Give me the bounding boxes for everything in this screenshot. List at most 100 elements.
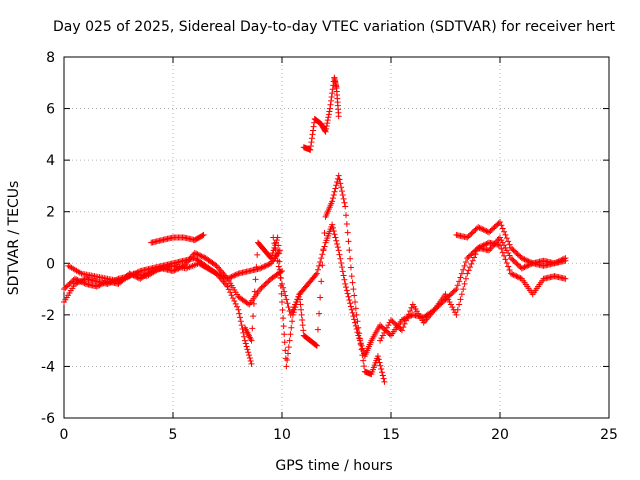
data-point (275, 242, 282, 249)
data-point (298, 306, 305, 313)
data-point (552, 259, 559, 266)
data-point (398, 317, 405, 324)
data-point (456, 301, 463, 308)
data-points (61, 74, 569, 385)
data-point (244, 300, 251, 307)
data-point (61, 286, 67, 293)
data-point (469, 249, 476, 256)
data-point (482, 227, 489, 234)
data-point (268, 252, 275, 259)
data-point (268, 255, 275, 262)
data-point (323, 125, 330, 132)
data-point (286, 337, 293, 344)
data-point (328, 93, 335, 100)
data-point (287, 311, 294, 318)
data-point (317, 258, 324, 265)
data-point (486, 229, 493, 236)
data-point (494, 221, 501, 228)
data-point (472, 226, 479, 233)
data-point (465, 267, 472, 274)
axis-ticks: 0 5 10 15 20 25 -6 -4 -2 0 2 4 6 8 (41, 50, 618, 443)
data-point (93, 283, 100, 290)
data-point (348, 273, 355, 280)
data-point (307, 146, 314, 153)
data-point (245, 349, 252, 356)
data-point (313, 270, 320, 277)
series-track-g (300, 74, 342, 153)
data-point (227, 289, 234, 296)
data-point (71, 280, 78, 287)
data-point (194, 251, 201, 258)
data-point (516, 262, 523, 269)
data-point (464, 234, 471, 241)
data-point (80, 279, 87, 286)
data-point (274, 257, 281, 264)
data-point (349, 279, 356, 286)
data-point (217, 272, 224, 279)
data-point (389, 318, 396, 325)
data-point (383, 324, 390, 331)
data-point (351, 316, 358, 323)
data-point (231, 272, 238, 279)
data-point (385, 322, 392, 329)
data-point (234, 303, 241, 310)
y-tick-label: 8 (46, 50, 55, 66)
data-point (498, 237, 505, 244)
data-point (246, 352, 253, 359)
data-point (229, 273, 236, 280)
data-point (452, 309, 459, 316)
data-point (513, 260, 520, 267)
data-point (472, 251, 479, 258)
data-point (467, 231, 474, 238)
data-point (526, 258, 533, 265)
x-tick-label: 10 (273, 427, 291, 443)
data-point (490, 225, 497, 232)
data-point (477, 225, 484, 232)
data-point (460, 286, 467, 293)
data-point (360, 357, 367, 364)
data-point (325, 114, 332, 121)
data-point (299, 317, 306, 324)
data-point (262, 262, 269, 269)
data-point (272, 246, 279, 253)
data-point (334, 244, 341, 251)
data-point (333, 237, 340, 244)
data-point (317, 294, 324, 301)
data-point (449, 304, 456, 311)
y-tick-label: 4 (46, 153, 55, 169)
data-point (329, 224, 336, 231)
data-point (200, 231, 207, 238)
data-point (377, 362, 384, 369)
data-point (559, 256, 566, 263)
data-point (482, 241, 489, 248)
data-point (343, 287, 350, 294)
grid-lines (64, 57, 609, 418)
data-point (347, 255, 354, 262)
data-point (443, 293, 450, 300)
data-point (282, 347, 289, 354)
data-point (96, 282, 103, 289)
data-point (475, 244, 482, 251)
data-point (341, 276, 348, 283)
data-point (479, 226, 486, 233)
data-point (241, 333, 248, 340)
data-point (465, 233, 472, 240)
data-point (324, 117, 331, 124)
data-point (75, 277, 82, 284)
data-point (219, 273, 226, 280)
data-point (461, 280, 468, 287)
data-point (484, 228, 491, 235)
data-point (352, 298, 359, 305)
data-point (297, 301, 304, 308)
data-point (322, 128, 329, 135)
data-point (344, 290, 351, 297)
data-point (258, 284, 265, 291)
data-point (99, 280, 106, 287)
data-point (522, 263, 529, 270)
data-point (284, 356, 291, 363)
x-tick-label: 25 (600, 427, 618, 443)
data-point (308, 135, 315, 142)
data-point (62, 284, 69, 291)
data-point (464, 270, 471, 277)
